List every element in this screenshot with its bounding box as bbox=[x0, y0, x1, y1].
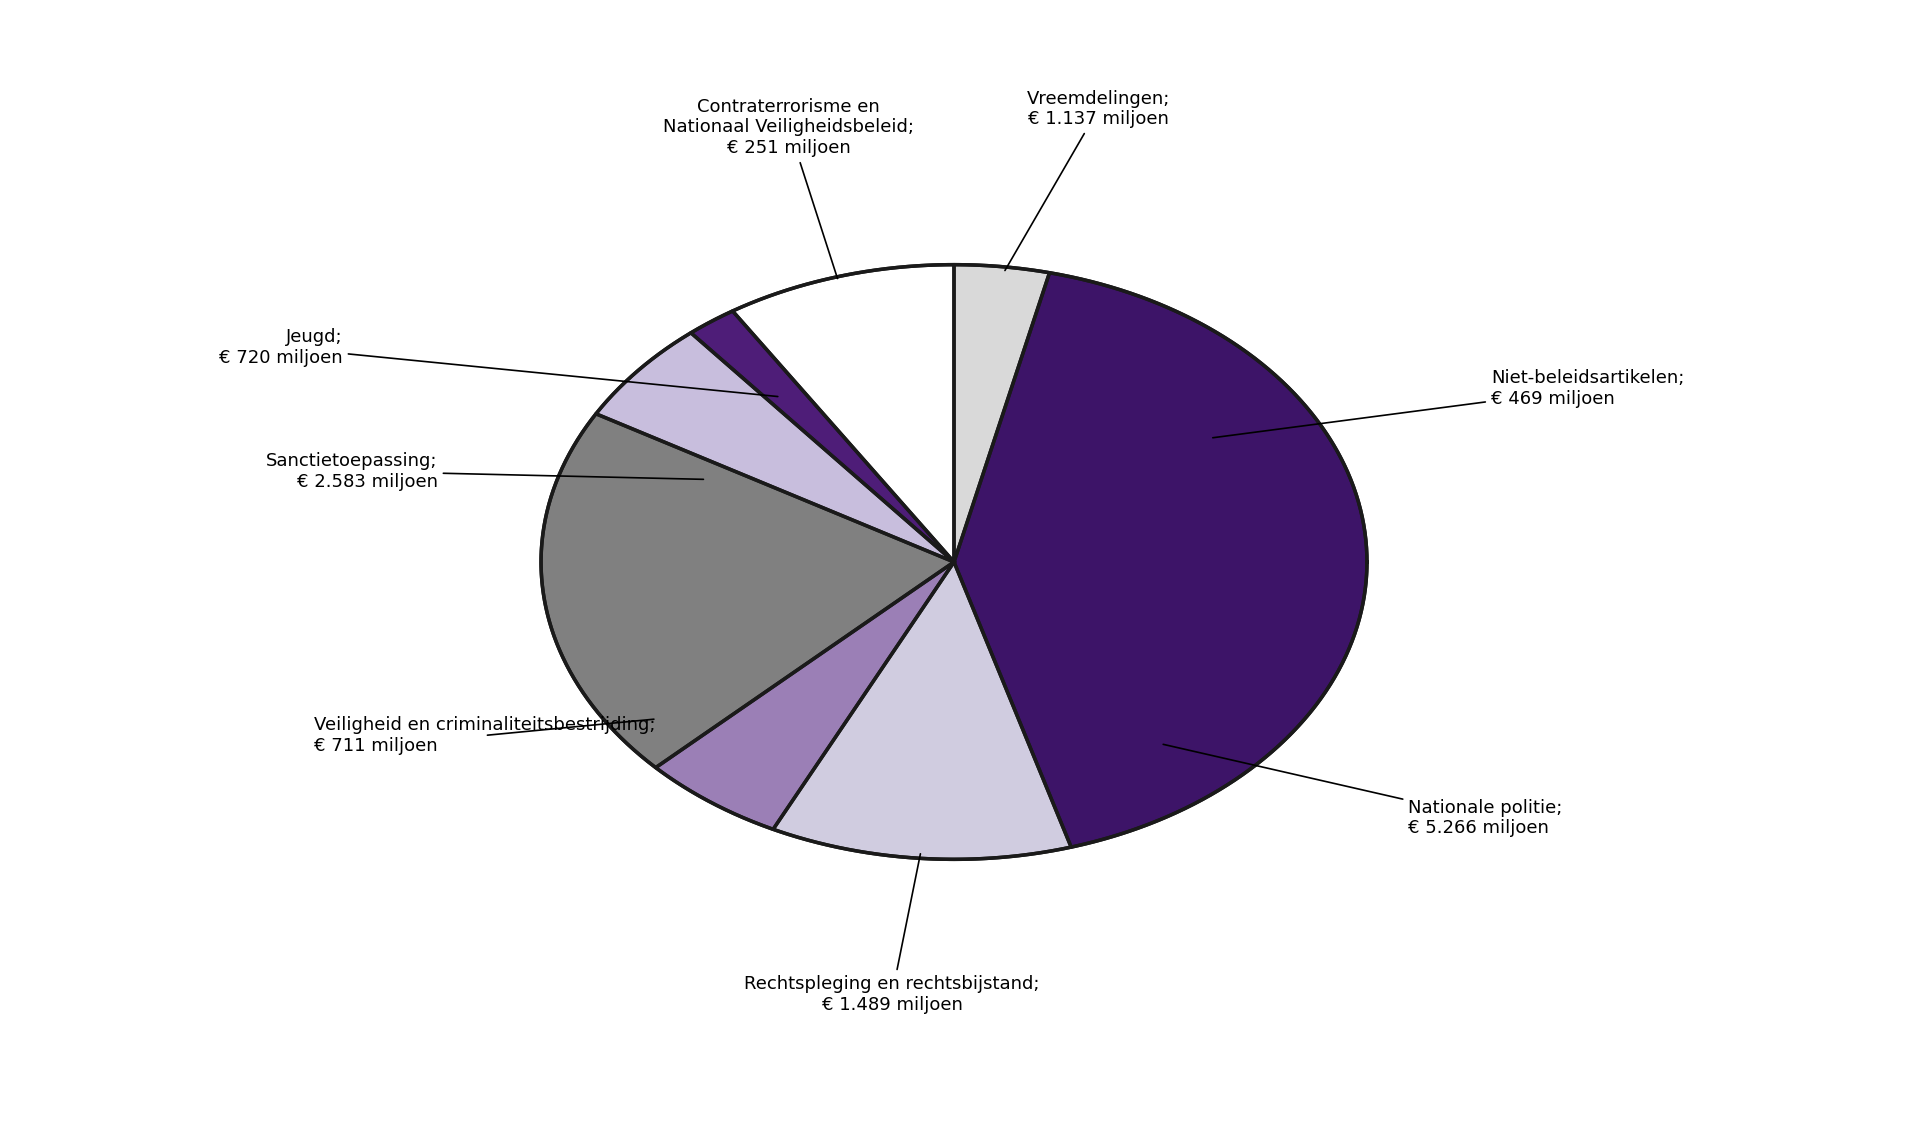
Text: Nationale politie;
€ 5.266 miljoen: Nationale politie; € 5.266 miljoen bbox=[1163, 744, 1562, 837]
Polygon shape bbox=[954, 264, 1049, 562]
Text: Rechtspleging en rechtsbijstand;
€ 1.489 miljoen: Rechtspleging en rechtsbijstand; € 1.489… bbox=[744, 854, 1039, 1014]
Text: Jeugd;
€ 720 miljoen: Jeugd; € 720 miljoen bbox=[219, 328, 778, 397]
Polygon shape bbox=[690, 311, 954, 562]
Text: Vreemdelingen;
€ 1.137 miljoen: Vreemdelingen; € 1.137 miljoen bbox=[1005, 90, 1169, 271]
Text: Contraterrorisme en
Nationaal Veiligheidsbeleid;
€ 251 miljoen: Contraterrorisme en Nationaal Veiligheid… bbox=[664, 98, 913, 279]
Polygon shape bbox=[732, 264, 954, 562]
Polygon shape bbox=[954, 273, 1365, 847]
Text: Niet-beleidsartikelen;
€ 469 miljoen: Niet-beleidsartikelen; € 469 miljoen bbox=[1213, 369, 1684, 437]
Text: Veiligheid en criminaliteitsbestrijding;
€ 711 miljoen: Veiligheid en criminaliteitsbestrijding;… bbox=[315, 716, 654, 755]
Polygon shape bbox=[772, 562, 1070, 860]
Text: Sanctietoepassing;
€ 2.583 miljoen: Sanctietoepassing; € 2.583 miljoen bbox=[267, 452, 704, 490]
Polygon shape bbox=[656, 562, 954, 830]
Polygon shape bbox=[595, 333, 954, 562]
Polygon shape bbox=[542, 414, 954, 768]
